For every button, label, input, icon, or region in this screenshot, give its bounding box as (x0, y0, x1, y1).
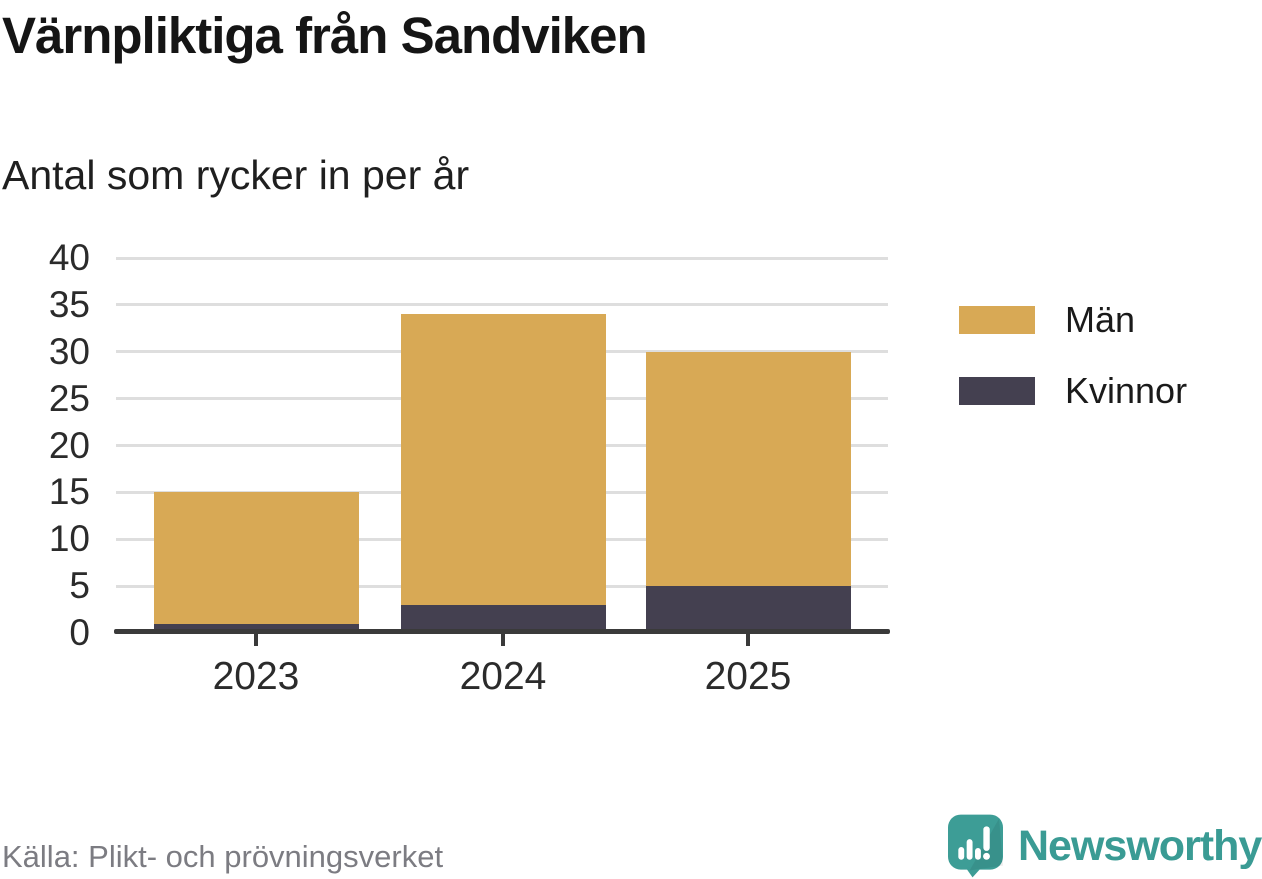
newsworthy-logo-text: Newsworthy (1018, 821, 1262, 870)
y-axis-tick-label: 0 (69, 612, 90, 653)
y-axis-tick-label: 5 (69, 565, 90, 607)
y-axis-tick-label: 40 (48, 237, 90, 278)
gridline-y-35 (116, 303, 888, 307)
x-axis-tick-label: 2023 (212, 655, 300, 698)
bar-2023-kvinnor (153, 623, 359, 633)
bar-2024-kvinnor (400, 604, 606, 633)
x-axis-tick-label: 2025 (704, 655, 792, 698)
x-axis-tick (501, 634, 505, 646)
x-axis-tick (746, 634, 750, 646)
legend-label: Kvinnor (1065, 370, 1188, 411)
chart-subtitle: Antal som rycker in per år (2, 152, 470, 198)
gridline-y-40 (116, 256, 888, 260)
y-axis-tick-label: 15 (48, 471, 90, 513)
legend-label: Män (1065, 299, 1136, 340)
bar-2025-män (645, 351, 851, 587)
legend-item-kvinnor: Kvinnor (959, 370, 1187, 412)
legend-swatch-män (959, 306, 1035, 334)
chart-legend: Män Kvinnor (959, 299, 1187, 441)
y-axis-tick-label: 30 (48, 330, 90, 372)
source-attribution: Källa: Plikt- och prövningsverket (2, 839, 444, 874)
legend-item-män: Män (959, 299, 1187, 341)
chart-title: Värnpliktiga från Sandviken (2, 7, 648, 64)
newsworthy-logo-icon (948, 814, 1003, 878)
x-axis-tick (254, 634, 258, 646)
y-axis-tick-label: 25 (48, 377, 90, 419)
legend-swatch-kvinnor (959, 377, 1035, 405)
newsworthy-logo: Newsworthy (948, 813, 1262, 879)
x-axis-tick-label: 2024 (459, 655, 547, 698)
bar-2024-män (400, 314, 606, 605)
y-axis-tick-label: 20 (48, 424, 90, 466)
bar-2025-kvinnor (645, 586, 851, 633)
y-axis-tick-label: 10 (48, 518, 90, 560)
bar-2023-män (153, 492, 359, 624)
x-axis-line (114, 629, 890, 634)
y-axis-tick-label: 35 (48, 283, 90, 325)
